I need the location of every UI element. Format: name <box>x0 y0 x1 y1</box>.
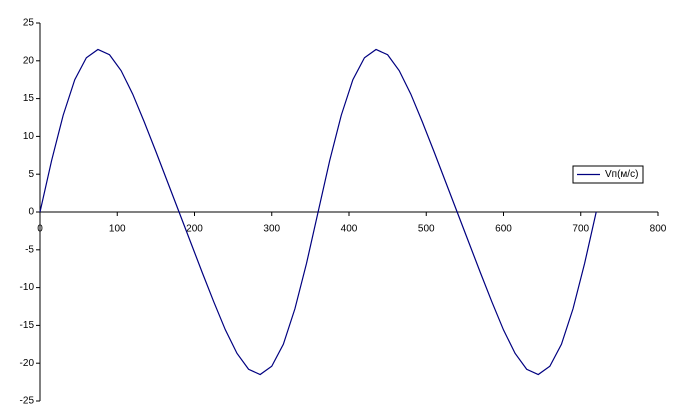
x-tick-label: 500 <box>418 224 435 235</box>
legend-box <box>572 165 644 184</box>
x-tick-label: 700 <box>572 224 589 235</box>
y-tick-label: 5 <box>28 169 34 180</box>
y-tick-label: 20 <box>23 55 35 66</box>
x-tick-label: 800 <box>650 224 667 235</box>
y-tick-label: -25 <box>20 396 35 407</box>
x-tick-label: 0 <box>37 224 43 235</box>
y-tick-label: 15 <box>23 93 35 104</box>
x-tick-label: 200 <box>186 224 203 235</box>
x-tick-label: 300 <box>263 224 280 235</box>
y-tick-label: 0 <box>28 207 34 218</box>
series-line <box>39 48 597 376</box>
y-tick-label: -5 <box>25 244 34 255</box>
y-tick-label: -15 <box>20 320 35 331</box>
legend-label: Vп(м/с) <box>605 169 638 180</box>
y-tick-label: 10 <box>23 131 35 142</box>
y-tick-label: -10 <box>20 282 35 293</box>
x-tick-label: 400 <box>341 224 358 235</box>
y-tick-label: 25 <box>23 18 35 29</box>
x-tick-label: 100 <box>109 224 126 235</box>
y-tick-label: -20 <box>20 358 35 369</box>
x-tick-label: 600 <box>495 224 512 235</box>
